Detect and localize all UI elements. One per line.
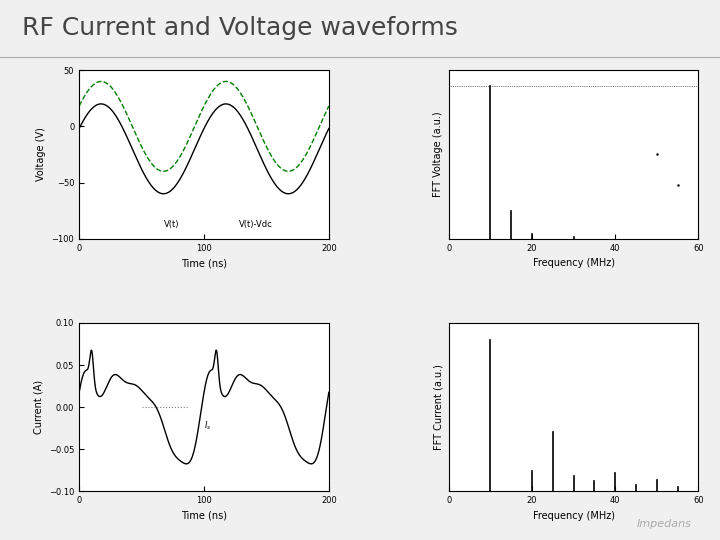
Text: $I_s$: $I_s$ xyxy=(204,419,212,431)
Y-axis label: Current (A): Current (A) xyxy=(33,380,43,434)
Text: RF Current and Voltage waveforms: RF Current and Voltage waveforms xyxy=(22,16,457,40)
Y-axis label: FFT Current (a.u.): FFT Current (a.u.) xyxy=(433,364,444,450)
X-axis label: Time (ns): Time (ns) xyxy=(181,511,227,521)
Y-axis label: FFT Voltage (a.u.): FFT Voltage (a.u.) xyxy=(433,112,444,197)
Text: V(t): V(t) xyxy=(164,220,179,230)
Text: Impedans: Impedans xyxy=(636,519,691,529)
Text: V(t)-Vdc: V(t)-Vdc xyxy=(239,220,273,230)
X-axis label: Time (ns): Time (ns) xyxy=(181,258,227,268)
X-axis label: Frequency (MHz): Frequency (MHz) xyxy=(533,258,615,268)
X-axis label: Frequency (MHz): Frequency (MHz) xyxy=(533,511,615,521)
Y-axis label: Voltage (V): Voltage (V) xyxy=(36,127,46,181)
